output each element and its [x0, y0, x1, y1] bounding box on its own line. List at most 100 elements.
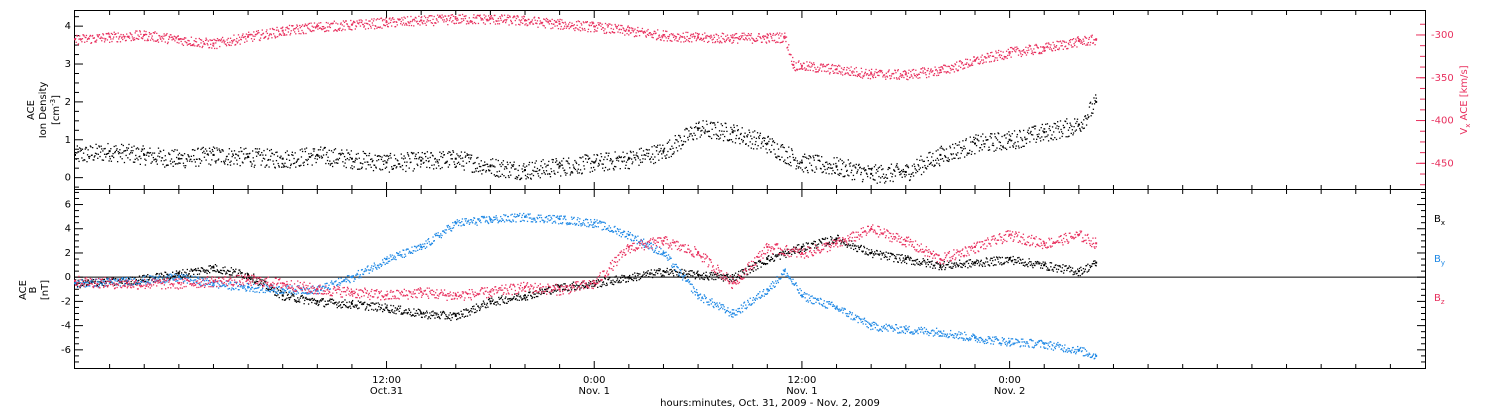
ion-density-series-sample	[1015, 148, 1016, 149]
velocity-series-sample	[269, 34, 270, 35]
velocity-series-sample	[677, 33, 678, 34]
ion-density-series-sample	[190, 159, 191, 160]
velocity-series-sample	[1090, 35, 1091, 36]
velocity-series-sample	[308, 28, 309, 29]
ion-density-series-sample	[1053, 131, 1054, 132]
bx-series-sample	[618, 281, 619, 282]
ion-density-series-sample	[883, 174, 884, 175]
bx-series-sample	[440, 311, 441, 312]
velocity-series-sample	[506, 20, 507, 21]
velocity-series-sample	[449, 20, 450, 21]
ion-density-series-sample	[304, 162, 305, 163]
bx-series-sample	[400, 314, 401, 315]
velocity-series-sample	[344, 29, 345, 30]
velocity-series-sample	[635, 35, 636, 36]
bx-series-sample	[369, 304, 370, 305]
velocity-series-sample	[196, 41, 197, 42]
ion-density-series-sample	[920, 167, 921, 168]
velocity-series-sample	[96, 39, 97, 40]
velocity-series-sample	[426, 21, 427, 22]
ion-density-series-sample	[83, 153, 84, 154]
velocity-series-sample	[965, 59, 966, 60]
ion-density-series-sample	[836, 167, 837, 168]
velocity-series-sample	[942, 68, 943, 69]
ion-density-series-sample	[785, 151, 786, 152]
velocity-series-sample	[235, 44, 236, 45]
ion-density-series-sample	[1035, 125, 1036, 126]
velocity-series-sample	[702, 34, 703, 35]
velocity-series-sample	[111, 41, 112, 42]
ion-density-series-sample	[923, 171, 924, 172]
bx-series-sample	[298, 301, 299, 302]
bx-series-sample	[366, 306, 367, 307]
ion-density-series-sample	[850, 162, 851, 163]
ion-density-series-sample	[302, 162, 303, 163]
velocity-series-sample	[310, 23, 311, 24]
velocity-series-sample	[154, 33, 155, 34]
bx-series-sample	[502, 299, 503, 300]
ion-density-series-sample	[616, 158, 617, 159]
velocity-series-sample	[996, 52, 997, 53]
ion-density-series-sample	[624, 156, 625, 157]
ion-density-series-sample	[194, 150, 195, 151]
bx-series-sample	[448, 314, 449, 315]
bx-series-sample	[540, 290, 541, 291]
ion-density-series-sample	[101, 148, 102, 149]
velocity-series-sample	[852, 71, 853, 72]
ion-density-series-sample	[372, 160, 373, 161]
velocity-series-sample	[365, 19, 366, 20]
ion-density-series-sample	[251, 166, 252, 167]
ion-density-series-sample	[1037, 134, 1038, 135]
velocity-series-sample	[492, 18, 493, 19]
velocity-series-sample	[687, 32, 688, 33]
velocity-series-sample	[192, 45, 193, 46]
velocity-series-sample	[676, 36, 677, 37]
velocity-series-sample	[944, 71, 945, 72]
ion-density-series-sample	[1028, 130, 1029, 131]
ion-density-series-sample	[424, 153, 425, 154]
velocity-series-sample	[826, 71, 827, 72]
velocity-series-sample	[131, 40, 132, 41]
ion-density-series-sample	[782, 146, 783, 147]
velocity-series-sample	[768, 35, 769, 36]
velocity-series-sample	[1049, 44, 1050, 45]
velocity-series-sample	[895, 70, 896, 71]
bx-series-sample	[545, 289, 546, 290]
bx-series-sample	[582, 285, 583, 286]
velocity-series-sample	[558, 28, 559, 29]
velocity-series-sample	[557, 25, 558, 26]
velocity-series-sample	[485, 24, 486, 25]
ion-density-series-point	[905, 171, 907, 173]
velocity-series-sample	[778, 38, 779, 39]
velocity-series-sample	[316, 25, 317, 26]
velocity-series-sample	[385, 25, 386, 26]
velocity-series-sample	[643, 33, 644, 34]
ion-density-series-sample	[136, 158, 137, 159]
bx-series-sample	[637, 275, 638, 276]
ion-density-series-sample	[875, 172, 876, 173]
ion-density-series-sample	[768, 141, 769, 142]
ion-density-series-sample	[513, 164, 514, 165]
velocity-series-sample	[566, 28, 567, 29]
velocity-series-sample	[765, 36, 766, 37]
ion-density-series-sample	[824, 169, 825, 170]
bx-series-sample	[634, 272, 635, 273]
ion-density-series-sample	[982, 133, 983, 134]
velocity-series-sample	[986, 61, 987, 62]
velocity-series-sample	[994, 59, 995, 60]
bx-series-sample	[314, 303, 315, 304]
ion-density-series-sample	[333, 152, 334, 153]
bx-series-sample	[181, 272, 182, 273]
ion-density-series-sample	[352, 168, 353, 169]
velocity-series-point	[282, 30, 284, 32]
velocity-series-sample	[1023, 49, 1024, 50]
ion-density-series-sample	[583, 161, 584, 162]
ion-density-series-sample	[511, 167, 512, 168]
ion-density-series-sample	[373, 170, 374, 171]
ion-density-series-sample	[342, 161, 343, 162]
velocity-series-sample	[271, 37, 272, 38]
ion-density-series-sample	[112, 156, 113, 157]
bx-series-sample	[300, 297, 301, 298]
velocity-series-sample	[559, 21, 560, 22]
bx-series-sample	[391, 310, 392, 311]
